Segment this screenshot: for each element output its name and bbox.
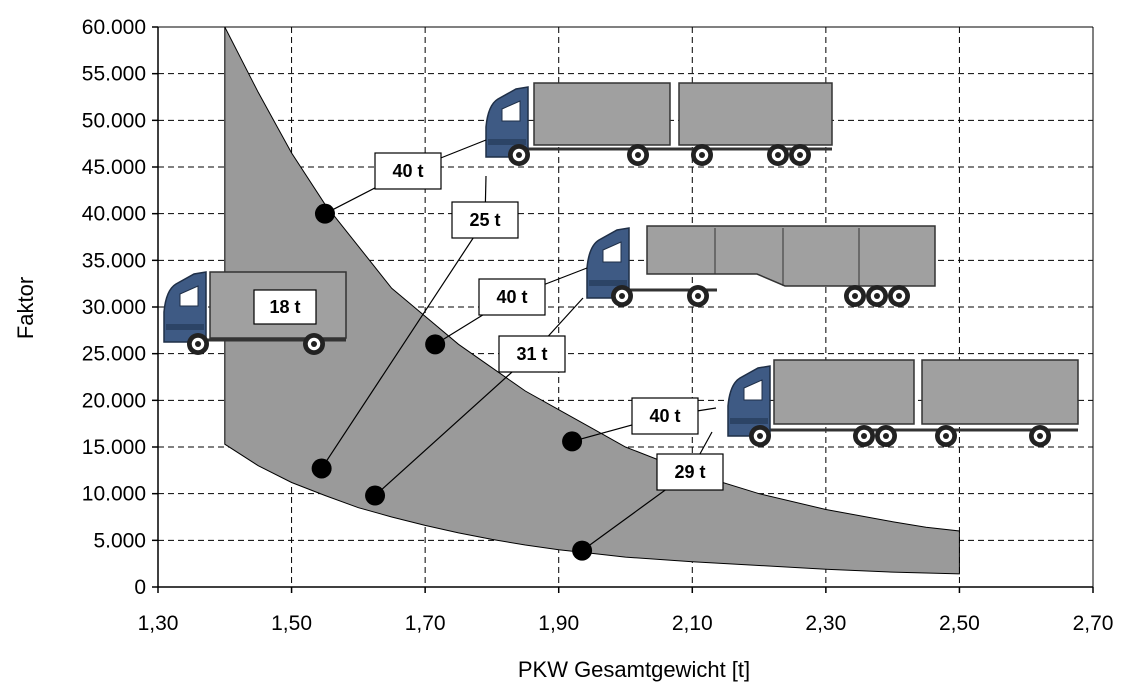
point-label-box [656,453,724,491]
point-label-box [374,152,442,190]
x-tick-label: 2,70 [1073,612,1114,635]
x-tick-label: 1,30 [138,612,179,635]
y-tick-label: 40.000 [82,203,146,226]
truck-illustrations [163,82,1079,448]
leader-line [321,219,486,469]
y-tick-label: 55.000 [82,63,146,86]
y-tick-label: 0 [134,576,146,599]
truck-40t-trailer-top-icon [485,82,833,167]
data-points [311,203,593,561]
point-label: 29 t [674,462,705,482]
y-axis-title: Faktor [13,277,38,339]
data-point [365,485,386,506]
annotation-label: 18 t [269,297,300,317]
point-label-box [451,201,519,239]
point-label-box [631,397,699,435]
x-tick-label: 1,50 [271,612,312,635]
leader-line [374,353,533,496]
x-tick-label: 2,30 [805,612,846,635]
y-tick-label: 45.000 [82,156,146,179]
truck-40t-trailer-bottom-icon [727,359,1079,448]
y-tick-label: 15.000 [82,436,146,459]
point-label: 40 t [392,161,423,181]
point-label: 25 t [469,210,500,230]
y-tick-label: 25.000 [82,343,146,366]
truck-40t-semitrailer-icon [586,225,936,308]
y-tick-label: 60.000 [82,16,146,39]
point-label: 31 t [516,344,547,364]
tick-labels: 0 5.000 10.000 15.000 20.000 25.000 30.000 35.0… [82,16,1114,635]
y-tick-label: 50.000 [82,109,146,132]
data-point [425,334,446,355]
point-labels: 40 t 25 t 40 t 31 t 40 t 29 t 18 t [253,152,724,491]
y-tick-label: 30.000 [82,296,146,319]
x-tick-label: 1,70 [405,612,446,635]
annotation-box [253,289,317,325]
x-tick-label: 2,50 [939,612,980,635]
factor-band [224,26,960,575]
data-point [311,458,332,479]
band-area [224,26,960,575]
data-point [572,540,593,561]
y-tick-label: 35.000 [82,249,146,272]
point-label: 40 t [649,406,680,426]
x-tick-label: 2,10 [672,612,713,635]
point-label: 40 t [496,287,527,307]
y-tick-label: 5.000 [93,529,146,552]
x-axis-title: PKW Gesamtgewicht [t] [518,657,750,682]
x-tick-label: 1,90 [538,612,579,635]
y-tick-label: 20.000 [82,389,146,412]
point-label-box [498,335,566,373]
point-label-box [478,278,546,316]
data-point [562,431,583,452]
y-tick-label: 10.000 [82,483,146,506]
data-point [314,203,335,224]
